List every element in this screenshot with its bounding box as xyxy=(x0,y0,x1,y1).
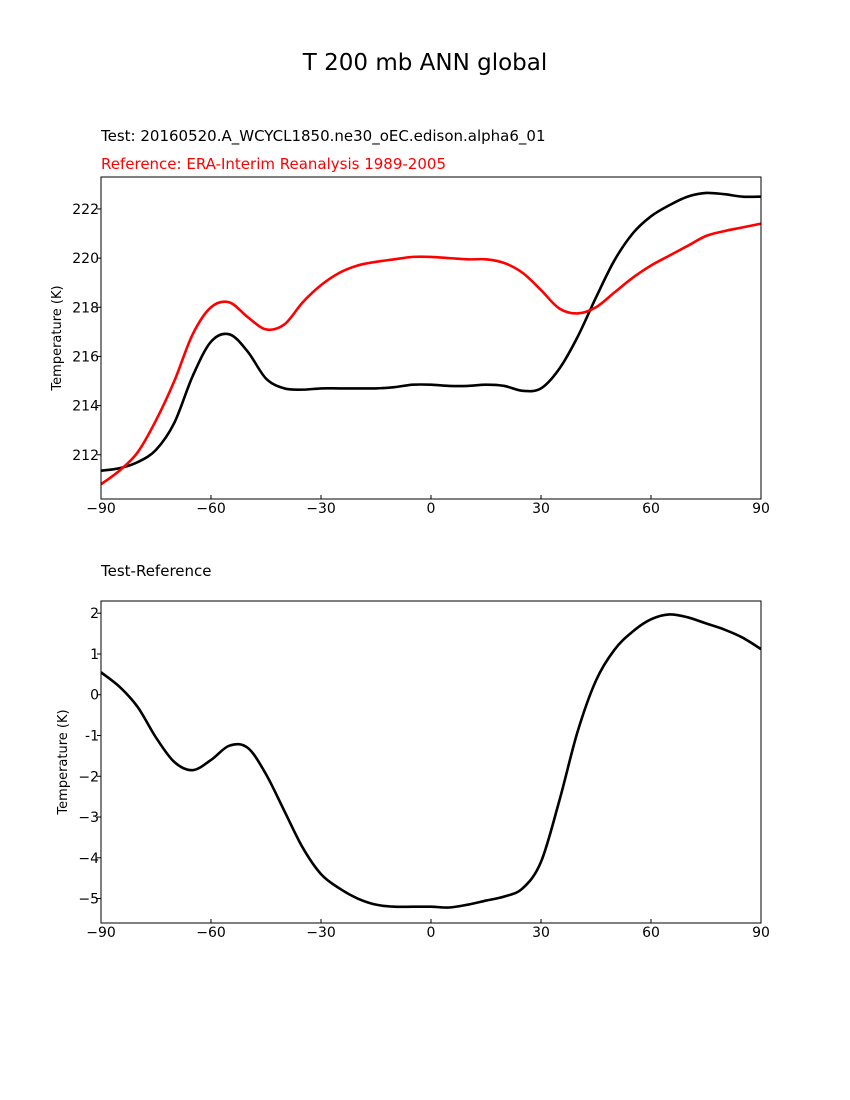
x-tick-label: −90 xyxy=(86,501,116,517)
x-tick-label: −90 xyxy=(86,925,116,941)
y-tick-label: 214 xyxy=(72,399,99,415)
page-title: T 200 mb ANN global xyxy=(302,50,548,76)
x-tick-label: −30 xyxy=(306,501,336,517)
y-tick-label: 212 xyxy=(72,448,99,464)
y-tick-label: 220 xyxy=(72,251,99,267)
y-tick-label: −5 xyxy=(78,892,99,908)
y-tick-label: 0 xyxy=(90,688,99,704)
series-line-2 xyxy=(101,222,761,486)
x-tick-label: 90 xyxy=(752,501,770,517)
x-tick-label: −30 xyxy=(306,925,336,941)
y-tick-label: -1 xyxy=(85,729,99,745)
y-tick-label: −2 xyxy=(78,769,99,785)
x-tick-label: 60 xyxy=(642,501,660,517)
x-tick-label: 0 xyxy=(427,501,436,517)
x-tick-label: 60 xyxy=(642,925,660,941)
y-tick-label: 1 xyxy=(90,647,99,663)
series-line-1 xyxy=(101,613,761,909)
x-tick-label: 0 xyxy=(427,925,436,941)
axes-frame xyxy=(100,176,762,500)
y-tick-label: −4 xyxy=(78,851,99,867)
y-axis-label: Temperature (K) xyxy=(50,285,65,391)
x-tick-label: 90 xyxy=(752,925,770,941)
plot-2: −90 −60 −30 0 30 60 90 −5 −4 −3 −2 -1 0 1 2 Temperature… xyxy=(56,600,770,941)
x-tick-label: −60 xyxy=(196,925,226,941)
series-line-1 xyxy=(101,191,761,473)
y-tick-label: 222 xyxy=(72,202,99,218)
y-tick-label: 218 xyxy=(72,300,99,316)
plot-1: −90 −60 −30 0 30 60 90 212 214 216 218 220 222 Temper… xyxy=(50,176,770,517)
test-label: Test: 20160520.A_WCYCL1850.ne30_oEC.edis… xyxy=(101,127,546,145)
diff-plot-title: Test-Reference xyxy=(101,562,212,580)
x-tick-label: 30 xyxy=(532,925,550,941)
y-tick-label: 2 xyxy=(90,606,99,622)
y-tick-label: 216 xyxy=(72,349,99,365)
axes-frame xyxy=(100,600,762,924)
x-tick-label: −60 xyxy=(196,501,226,517)
x-tick-label: 30 xyxy=(532,501,550,517)
reference-label: Reference: ERA-Interim Reanalysis 1989-2… xyxy=(101,155,446,173)
y-axis-label: Temperature (K) xyxy=(56,709,71,815)
y-tick-label: −3 xyxy=(78,810,99,826)
